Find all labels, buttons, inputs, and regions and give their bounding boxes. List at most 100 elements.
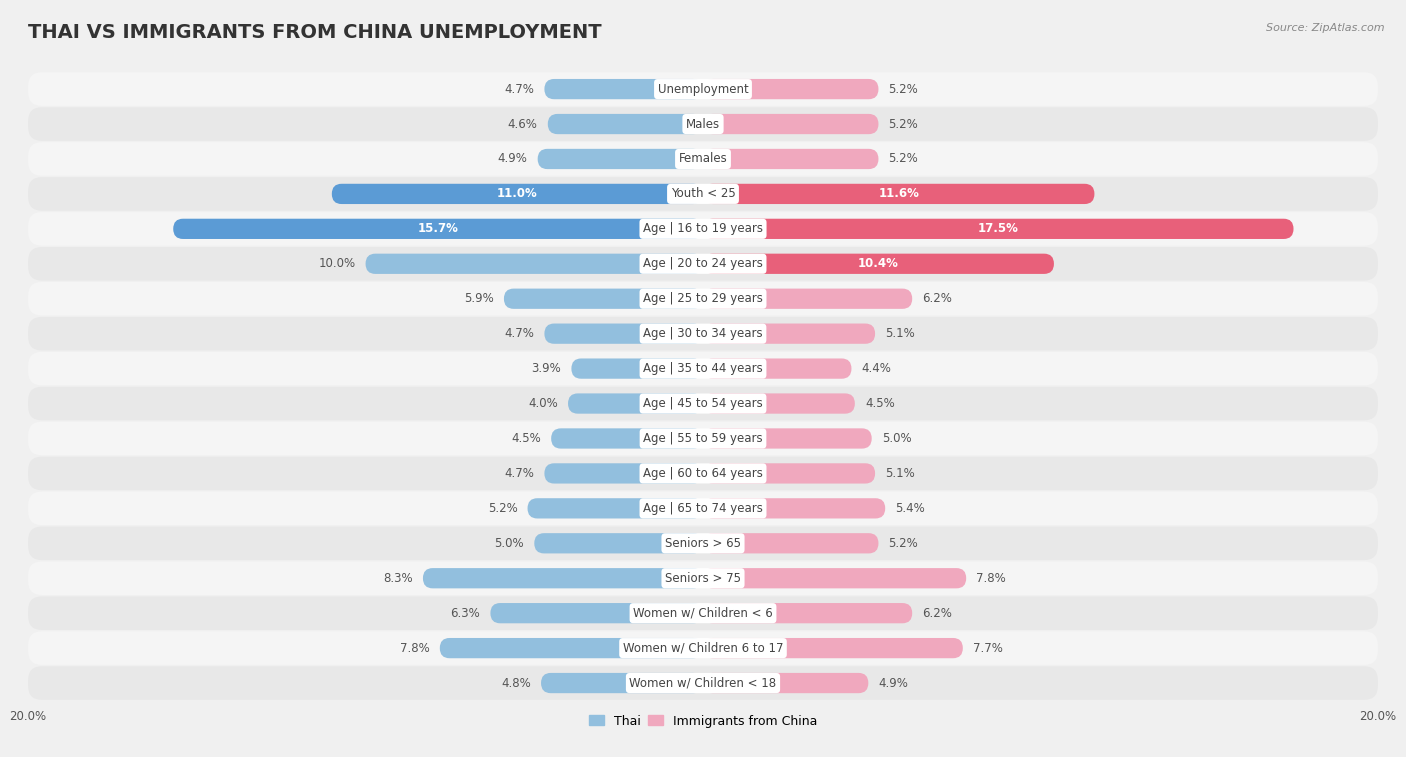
FancyBboxPatch shape <box>503 288 703 309</box>
FancyBboxPatch shape <box>568 394 703 413</box>
Text: 17.5%: 17.5% <box>977 223 1019 235</box>
FancyBboxPatch shape <box>703 254 1054 274</box>
Text: 4.7%: 4.7% <box>505 467 534 480</box>
Text: 10.4%: 10.4% <box>858 257 898 270</box>
FancyBboxPatch shape <box>28 597 1378 630</box>
Text: 5.2%: 5.2% <box>889 83 918 95</box>
FancyBboxPatch shape <box>703 323 875 344</box>
Text: 5.0%: 5.0% <box>495 537 524 550</box>
Text: 4.5%: 4.5% <box>512 432 541 445</box>
FancyBboxPatch shape <box>28 73 1378 106</box>
FancyBboxPatch shape <box>541 673 703 693</box>
FancyBboxPatch shape <box>703 79 879 99</box>
Text: 4.9%: 4.9% <box>498 152 527 166</box>
FancyBboxPatch shape <box>703 428 872 449</box>
Text: 11.0%: 11.0% <box>498 188 537 201</box>
FancyBboxPatch shape <box>703 149 879 169</box>
Text: 4.9%: 4.9% <box>879 677 908 690</box>
FancyBboxPatch shape <box>703 463 875 484</box>
Text: Age | 30 to 34 years: Age | 30 to 34 years <box>643 327 763 340</box>
FancyBboxPatch shape <box>537 149 703 169</box>
FancyBboxPatch shape <box>28 456 1378 491</box>
FancyBboxPatch shape <box>28 317 1378 350</box>
FancyBboxPatch shape <box>703 673 869 693</box>
FancyBboxPatch shape <box>703 219 1294 239</box>
FancyBboxPatch shape <box>28 142 1378 176</box>
Text: 5.9%: 5.9% <box>464 292 494 305</box>
Text: Source: ZipAtlas.com: Source: ZipAtlas.com <box>1267 23 1385 33</box>
Text: 5.4%: 5.4% <box>896 502 925 515</box>
FancyBboxPatch shape <box>28 177 1378 210</box>
Text: 4.0%: 4.0% <box>529 397 558 410</box>
FancyBboxPatch shape <box>703 184 1094 204</box>
Text: Age | 16 to 19 years: Age | 16 to 19 years <box>643 223 763 235</box>
FancyBboxPatch shape <box>366 254 703 274</box>
Text: 7.8%: 7.8% <box>976 572 1007 584</box>
Text: Age | 35 to 44 years: Age | 35 to 44 years <box>643 362 763 375</box>
Text: Age | 55 to 59 years: Age | 55 to 59 years <box>643 432 763 445</box>
Text: Women w/ Children < 18: Women w/ Children < 18 <box>630 677 776 690</box>
Text: Age | 45 to 54 years: Age | 45 to 54 years <box>643 397 763 410</box>
FancyBboxPatch shape <box>544 323 703 344</box>
FancyBboxPatch shape <box>28 352 1378 385</box>
FancyBboxPatch shape <box>527 498 703 519</box>
Text: 11.6%: 11.6% <box>879 188 920 201</box>
Text: Females: Females <box>679 152 727 166</box>
FancyBboxPatch shape <box>703 394 855 413</box>
Text: 6.2%: 6.2% <box>922 292 952 305</box>
FancyBboxPatch shape <box>28 562 1378 595</box>
Text: Unemployment: Unemployment <box>658 83 748 95</box>
FancyBboxPatch shape <box>28 282 1378 316</box>
FancyBboxPatch shape <box>703 498 886 519</box>
Text: 4.7%: 4.7% <box>505 327 534 340</box>
Text: Age | 25 to 29 years: Age | 25 to 29 years <box>643 292 763 305</box>
Text: 7.8%: 7.8% <box>399 642 430 655</box>
Text: Women w/ Children 6 to 17: Women w/ Children 6 to 17 <box>623 642 783 655</box>
FancyBboxPatch shape <box>703 288 912 309</box>
FancyBboxPatch shape <box>703 638 963 659</box>
Text: 5.0%: 5.0% <box>882 432 911 445</box>
FancyBboxPatch shape <box>28 212 1378 245</box>
FancyBboxPatch shape <box>544 463 703 484</box>
Text: 8.3%: 8.3% <box>384 572 413 584</box>
Text: 4.5%: 4.5% <box>865 397 894 410</box>
Text: Youth < 25: Youth < 25 <box>671 188 735 201</box>
FancyBboxPatch shape <box>28 631 1378 665</box>
Text: Seniors > 75: Seniors > 75 <box>665 572 741 584</box>
FancyBboxPatch shape <box>28 107 1378 141</box>
Text: Seniors > 65: Seniors > 65 <box>665 537 741 550</box>
FancyBboxPatch shape <box>28 491 1378 525</box>
FancyBboxPatch shape <box>571 359 703 378</box>
Text: 15.7%: 15.7% <box>418 223 458 235</box>
Text: 4.8%: 4.8% <box>501 677 531 690</box>
FancyBboxPatch shape <box>491 603 703 623</box>
FancyBboxPatch shape <box>440 638 703 659</box>
Legend: Thai, Immigrants from China: Thai, Immigrants from China <box>583 710 823 733</box>
FancyBboxPatch shape <box>28 387 1378 420</box>
FancyBboxPatch shape <box>28 666 1378 699</box>
FancyBboxPatch shape <box>551 428 703 449</box>
FancyBboxPatch shape <box>173 219 703 239</box>
FancyBboxPatch shape <box>703 114 879 134</box>
FancyBboxPatch shape <box>703 568 966 588</box>
Text: 4.7%: 4.7% <box>505 83 534 95</box>
Text: THAI VS IMMIGRANTS FROM CHINA UNEMPLOYMENT: THAI VS IMMIGRANTS FROM CHINA UNEMPLOYME… <box>28 23 602 42</box>
FancyBboxPatch shape <box>548 114 703 134</box>
FancyBboxPatch shape <box>332 184 703 204</box>
FancyBboxPatch shape <box>544 79 703 99</box>
FancyBboxPatch shape <box>423 568 703 588</box>
Text: 6.2%: 6.2% <box>922 606 952 620</box>
FancyBboxPatch shape <box>28 247 1378 281</box>
Text: 5.1%: 5.1% <box>886 467 915 480</box>
Text: 6.3%: 6.3% <box>450 606 481 620</box>
Text: 4.4%: 4.4% <box>862 362 891 375</box>
Text: 10.0%: 10.0% <box>318 257 356 270</box>
Text: 5.2%: 5.2% <box>889 117 918 130</box>
Text: Age | 60 to 64 years: Age | 60 to 64 years <box>643 467 763 480</box>
FancyBboxPatch shape <box>703 359 852 378</box>
Text: 5.2%: 5.2% <box>889 152 918 166</box>
Text: Males: Males <box>686 117 720 130</box>
FancyBboxPatch shape <box>534 533 703 553</box>
FancyBboxPatch shape <box>28 527 1378 560</box>
Text: 5.2%: 5.2% <box>889 537 918 550</box>
